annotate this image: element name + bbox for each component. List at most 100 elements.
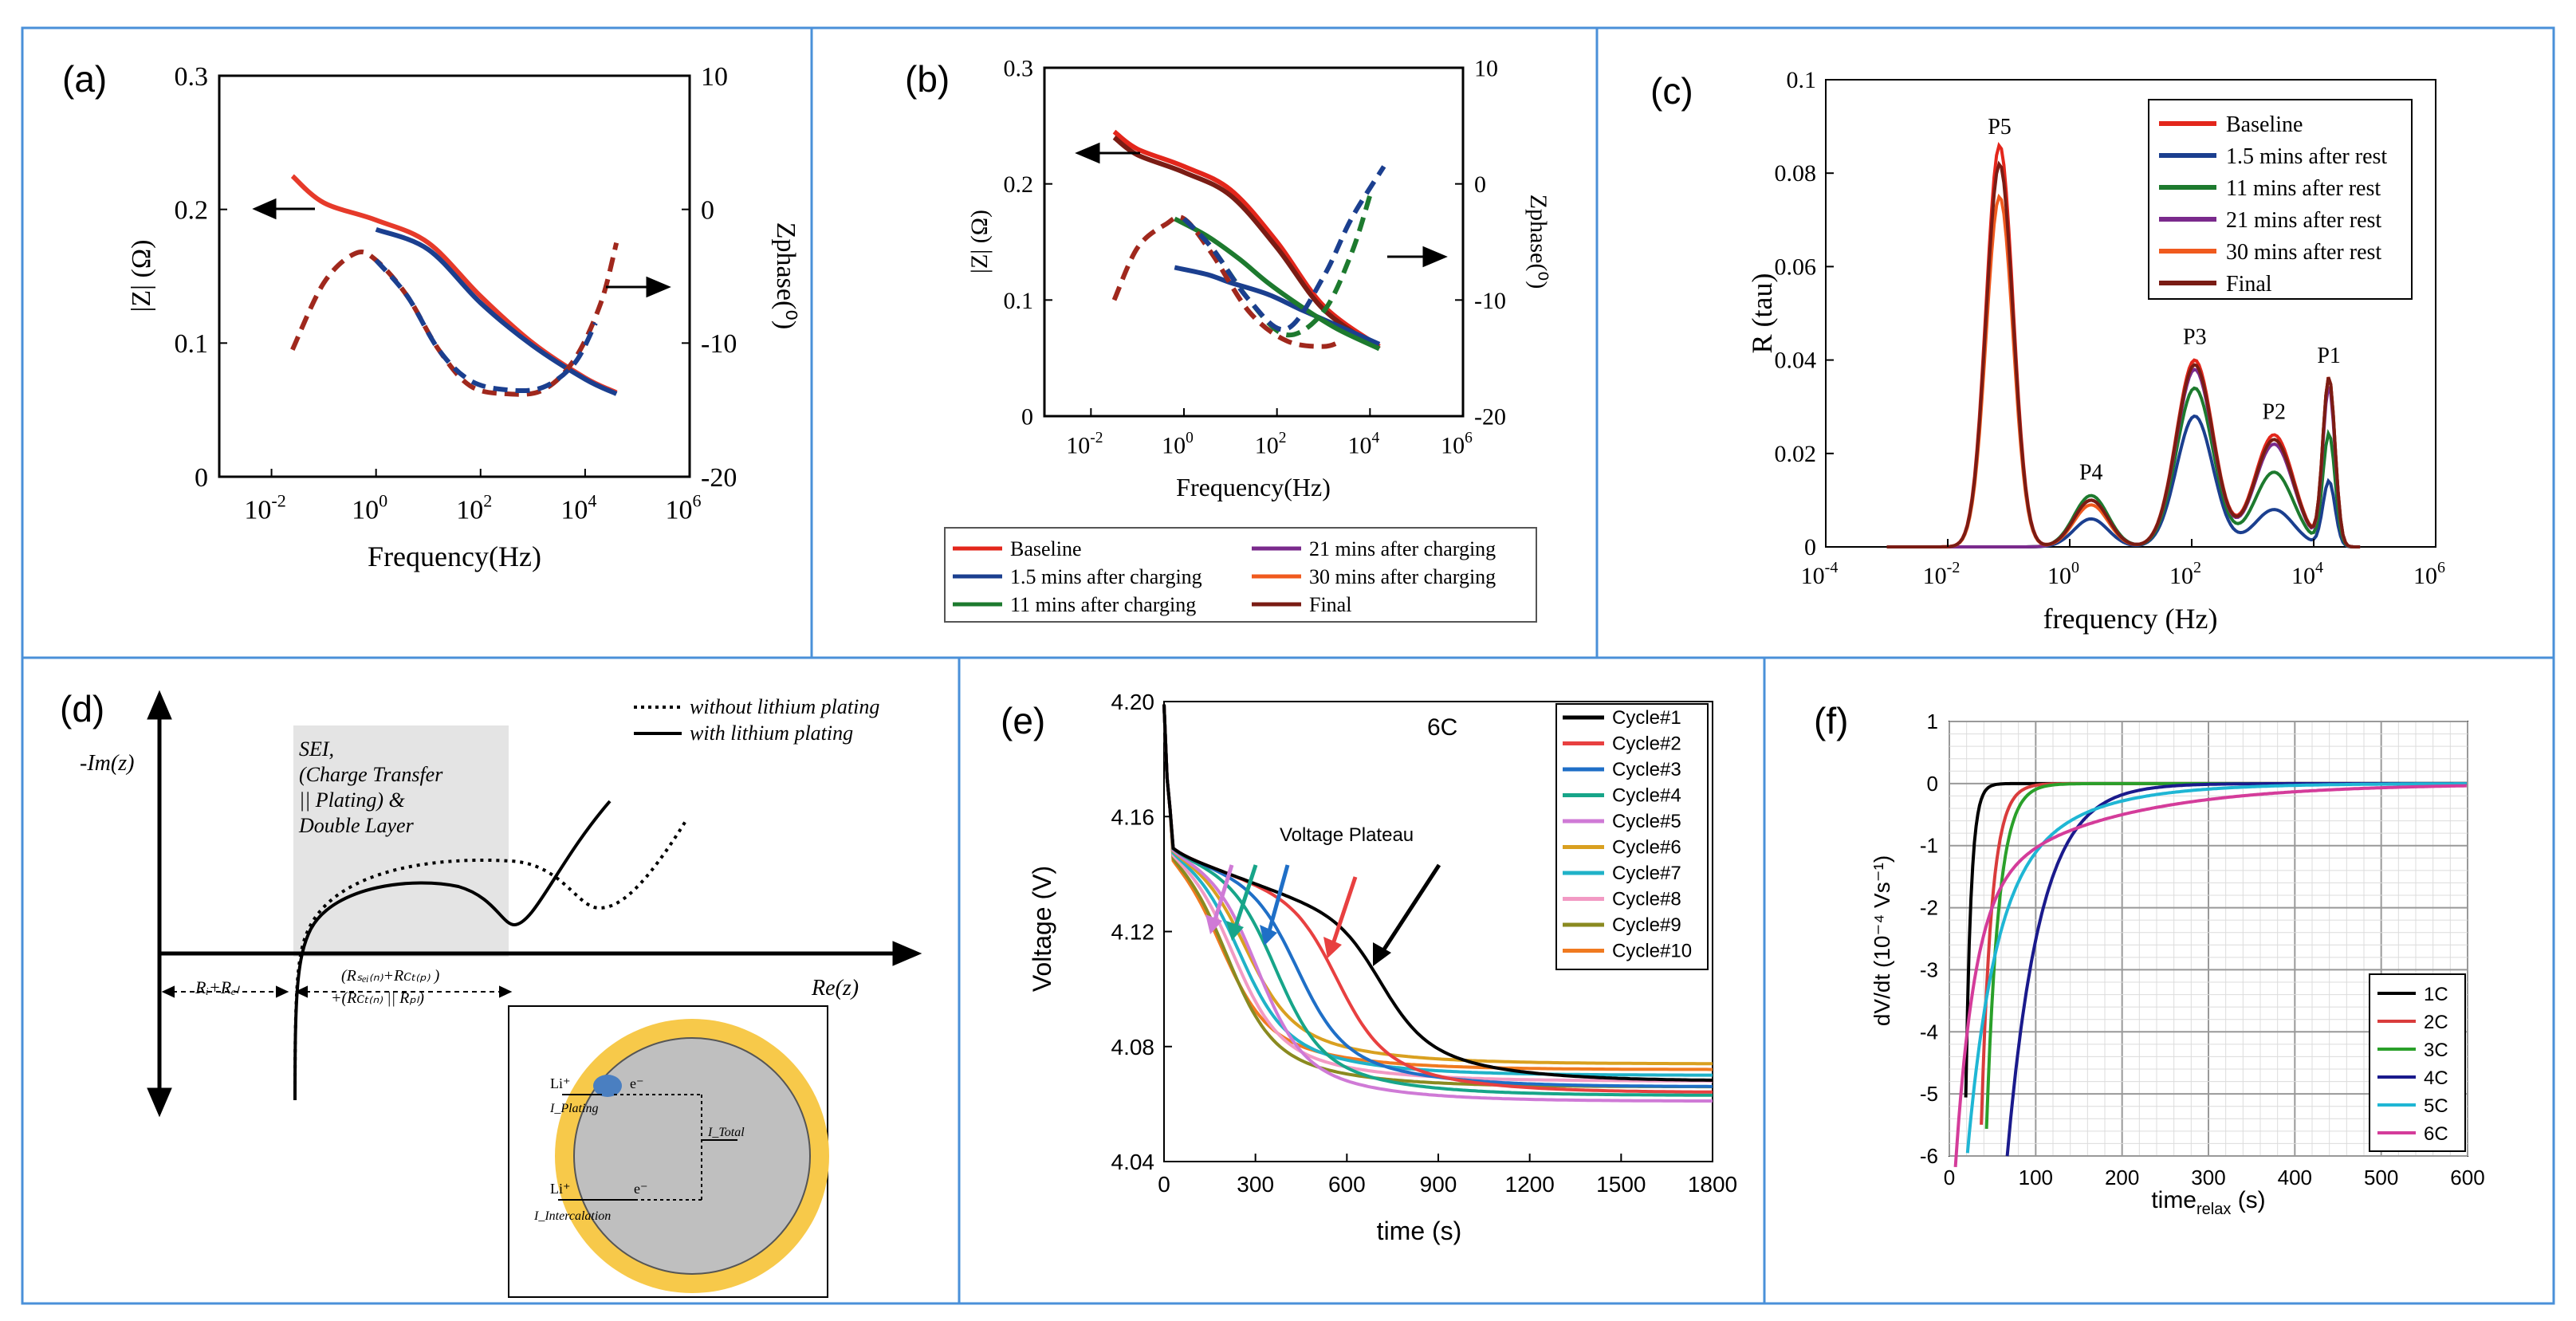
pb-ytickL-label-3: 0.3 <box>1004 56 1034 82</box>
pf-legend-label-0: 1C <box>2424 984 2448 1005</box>
bracket-label-1: (Rₛₑᵢ₍ₙ₎+Rᴄₜ₍ₚ₎ ) <box>341 967 440 985</box>
pe-legend-label-3: Cycle#4 <box>1612 785 1681 807</box>
pc-legend-label-3: 21 mins after rest <box>2226 208 2381 233</box>
pc-legend-label-1: 1.5 mins after rest <box>2226 144 2387 169</box>
pb-ytickR-label-0: -20 <box>1474 404 1506 431</box>
pf-xtick-label-4: 400 <box>2278 1166 2312 1189</box>
pc-legend-label-5: Final <box>2226 272 2272 297</box>
pe-legend-label-5: Cycle#6 <box>1612 837 1681 859</box>
pb-legend-label-5: Final <box>1309 593 1351 616</box>
panel-f-legend: 1C 2C 3C 4C 5C 6C <box>2369 973 2466 1152</box>
pc-ytick-label-4: 0.08 <box>1775 160 1817 187</box>
pb-ytickR-label-1: -10 <box>1474 288 1506 314</box>
pb-ytickR-label-3: 10 <box>1474 56 1498 82</box>
pc-series-5 <box>1886 160 2361 548</box>
pb-legend-label-2: 11 mins after charging <box>1010 593 1196 616</box>
pf-xtick-label-1: 100 <box>2019 1166 2053 1189</box>
panel-c-xlabel: frequency (Hz) <box>2043 603 2218 635</box>
panel-c-chart: 10-4 10-2 100 102 104 106 0 0.02 0.04 0.06 0.08 0.1… <box>1746 67 2445 635</box>
inset-i-plating: I_Plating <box>549 1102 598 1115</box>
pb-ytickL-label-2: 0.2 <box>1004 171 1034 198</box>
pb-legend-label-1: 1.5 mins after charging <box>1010 565 1202 588</box>
pe-series-cycle-5 <box>1162 704 1713 1103</box>
pa-ytickR-label-0: -20 <box>701 463 737 493</box>
pe-series-cycle-1 <box>1162 704 1713 1082</box>
pa-ytickL-label-0: 0 <box>195 463 208 493</box>
pe-ytick-label-2: 4.12 <box>1111 920 1155 945</box>
pc-xtick-label-3: 102 <box>2169 559 2201 589</box>
panel-label-b: (b) <box>905 58 950 100</box>
pf-xtick-label-2: 200 <box>2105 1166 2139 1189</box>
pf-legend-label-1: 2C <box>2424 1012 2448 1033</box>
panel-frames <box>21 26 2555 1305</box>
pc-peak-label-p5: P5 <box>1988 115 2012 140</box>
pf-legend-label-5: 6C <box>2424 1123 2448 1145</box>
inset-i-intercalation: I_Intercalation <box>533 1209 611 1223</box>
pe-legend-label-7: Cycle#8 <box>1612 889 1681 910</box>
inset-e-1: e⁻ <box>630 1075 644 1091</box>
pa-series-0 <box>290 174 618 395</box>
pf-series-6c <box>1953 784 2467 1168</box>
sei-region <box>293 725 509 957</box>
panel-label-d: (d) <box>60 688 104 729</box>
pf-xtick-label-3: 300 <box>2191 1166 2225 1189</box>
pf-series-5c <box>1965 782 2467 1154</box>
pb-legend-label-3: 21 mins after charging <box>1309 537 1496 560</box>
panel-label-e: (e) <box>1001 700 1045 741</box>
pf-ytick-label-4: -3 <box>1920 957 1938 981</box>
pc-ytick-label-1: 0.02 <box>1775 441 1817 467</box>
sei-text-4: Double Layer <box>298 814 415 837</box>
sei-text-2: (Charge Transfer <box>299 763 443 786</box>
pb-xtick-label-2: 102 <box>1255 430 1287 459</box>
panel-a-arrows <box>252 198 671 298</box>
panel-b-ylabel-right: Zphase(⁰) <box>1525 195 1551 289</box>
pe-xtick-label-2: 600 <box>1328 1172 1366 1197</box>
panel-a-chart: 10-2 100 102 104 106 0 0.1 0.2 0.3 -20 -10 0 10 Freq… <box>127 62 800 572</box>
inset-e-2: e⁻ <box>634 1181 648 1197</box>
pf-ytick-label-1: 0 <box>1927 772 1938 796</box>
pf-legend-label-3: 4C <box>2424 1067 2448 1089</box>
pb-xtick-label-3: 104 <box>1347 430 1379 459</box>
pc-xtick-label-4: 104 <box>2291 559 2323 589</box>
sei-text-1: SEI, <box>299 737 334 761</box>
panel-b-chart: 10-2 100 102 104 106 0 0.1 0.2 0.3 -20 -10 0 10 Freq… <box>944 56 1551 623</box>
pb-series-3 <box>1173 216 1381 352</box>
pb-legend-label-4: 30 mins after charging <box>1309 565 1496 588</box>
pf-legend-label-2: 3C <box>2424 1040 2448 1061</box>
pc-xtick-label-1: 10-2 <box>1923 559 1961 589</box>
pa-ytickL-label-1: 0.1 <box>175 329 209 359</box>
pb-xtick-label-4: 106 <box>1441 430 1473 459</box>
panel-label-f: (f) <box>1814 700 1848 741</box>
pa-xtick-label-0: 10-2 <box>244 490 285 525</box>
pf-ytick-label-5: -4 <box>1920 1020 1938 1044</box>
y-axis-arrow-down <box>147 1087 172 1118</box>
pe-legend-label-1: Cycle#2 <box>1612 733 1681 755</box>
pc-ytick-label-3: 0.06 <box>1775 254 1817 280</box>
pf-ytick-label-3: -2 <box>1920 896 1938 920</box>
pf-xtick-label-6: 600 <box>2450 1166 2484 1189</box>
pe-legend-label-9: Cycle#10 <box>1612 941 1692 962</box>
pe-ytick-label-3: 4.16 <box>1111 804 1155 829</box>
pe-legend-label-0: Cycle#1 <box>1612 707 1681 729</box>
particle-inset: Li⁺ e⁻ I_Plating I_Total Li⁺ e⁻ I_Interc… <box>508 1005 829 1298</box>
pe-series-cycle-4 <box>1162 704 1713 1097</box>
panel-b-arrows <box>1075 142 1448 268</box>
pb-xtick-label-1: 100 <box>1162 430 1194 459</box>
rs-label: Rᵢ+Rₑₗ <box>195 977 240 997</box>
pc-peak-label-p4: P4 <box>2079 461 2103 486</box>
pe-xtick-label-3: 900 <box>1420 1172 1457 1197</box>
pa-series-3 <box>374 258 598 394</box>
panel-e-annotation: Voltage Plateau <box>1280 824 1414 846</box>
pe-xtick-label-6: 1800 <box>1688 1172 1737 1197</box>
panel-e-legend: Cycle#1 Cycle#2 Cycle#3 Cycle#4 Cycle#5 Cycle… <box>1555 703 1709 970</box>
pb-series-4 <box>1111 214 1343 349</box>
panel-b-xlabel: Frequency(Hz) <box>1176 473 1331 501</box>
pa-ytickL-label-3: 0.3 <box>175 62 209 92</box>
pa-xtick-label-4: 106 <box>665 490 701 525</box>
panel-e-chart: 0 300 600 900 1200 1500 1800 4.04 4.08 4.12 4.16 4.… <box>1028 690 1737 1245</box>
legend-with-plating: with lithium plating <box>690 721 853 745</box>
pe-xtick-label-0: 0 <box>1158 1172 1170 1197</box>
x-axis-arrow <box>892 941 922 966</box>
pa-series-1 <box>375 226 618 396</box>
